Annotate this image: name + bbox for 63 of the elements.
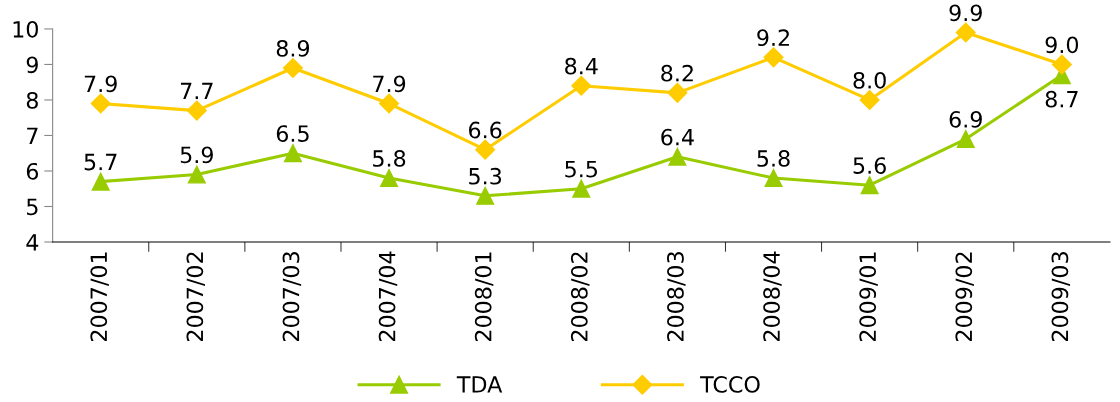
point (379, 93, 400, 114)
y-tick-label: 10 (13, 20, 38, 38)
point (476, 186, 495, 205)
data-label: 5.6 (853, 157, 886, 174)
x-tick-label: 2008/04 (763, 251, 782, 342)
x-tick-label: 2007/04 (378, 251, 398, 342)
data-label: 6.6 (469, 121, 502, 139)
y-tick-label: 8 (26, 91, 38, 109)
x-tick-label: 2008/03 (667, 252, 686, 342)
point (475, 139, 496, 160)
point (91, 172, 110, 191)
data-label: 5.9 (180, 146, 213, 164)
point (956, 129, 975, 149)
x-tick-label: 2007/01 (90, 252, 109, 342)
point (1051, 54, 1072, 75)
data-label: 9.2 (757, 29, 789, 47)
legend-label: TCCO (700, 376, 760, 393)
legend-label: TDA (456, 376, 503, 393)
y-tick-label: 5 (27, 198, 38, 216)
point (380, 169, 399, 188)
x-tick-label: 2009/02 (955, 252, 974, 342)
data-label: 6.4 (661, 128, 694, 146)
x-tick-label: 2007/03 (282, 252, 302, 342)
point (572, 179, 591, 198)
point (283, 144, 302, 163)
point (955, 22, 976, 43)
data-label: 8.2 (661, 64, 693, 82)
data-label: 6.9 (949, 110, 982, 128)
x-tick-label: 2007/02 (186, 252, 206, 342)
point (282, 57, 303, 79)
data-label: 5.5 (565, 160, 598, 178)
data-label: 5.3 (469, 167, 502, 185)
y-tick-label: 4 (26, 234, 39, 251)
point (186, 100, 207, 121)
data-label: 9.0 (1045, 36, 1079, 54)
data-label: 6.5 (276, 125, 309, 142)
point (90, 93, 111, 114)
point (187, 165, 206, 184)
data-label: 5.7 (84, 153, 117, 171)
data-label: 5.8 (757, 150, 790, 167)
data-label: 7.9 (373, 75, 406, 93)
data-label: 8.4 (565, 57, 598, 75)
x-tick-label: 2008/01 (474, 252, 494, 342)
data-label: 8.7 (1045, 90, 1078, 108)
point (859, 89, 880, 110)
point (860, 176, 879, 195)
y-tick-label: 6 (26, 162, 39, 180)
x-tick-label: 2009/01 (859, 252, 878, 342)
data-label: 7.9 (84, 75, 117, 93)
point (571, 75, 592, 96)
data-label: 7.7 (180, 82, 213, 100)
x-tick-label: 2009/03 (1051, 252, 1071, 342)
point (668, 147, 687, 166)
x-tick-label: 2008/02 (570, 252, 590, 342)
data-label: 9.9 (949, 4, 982, 22)
point (764, 169, 783, 188)
y-tick-label: 9 (26, 56, 38, 74)
data-label: 5.8 (373, 150, 406, 167)
point (667, 82, 688, 103)
y-tick-label: 7 (27, 127, 38, 144)
data-label: 8.0 (853, 71, 886, 89)
point (763, 47, 784, 68)
data-label: 8.9 (276, 39, 310, 57)
